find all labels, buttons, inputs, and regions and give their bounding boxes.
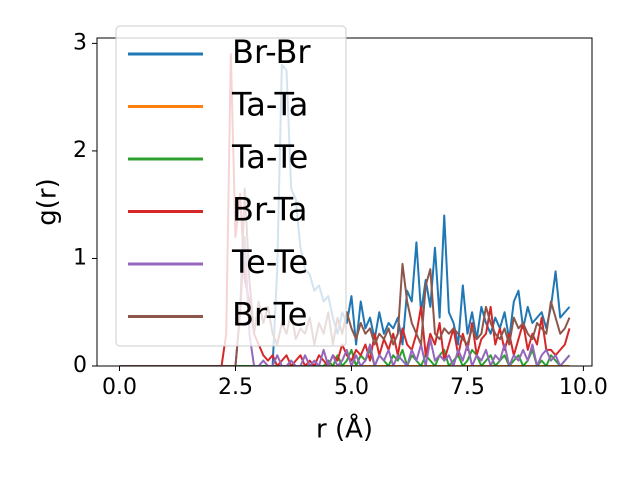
y-axis-label: g(r) [33,178,63,225]
legend-box [115,25,347,347]
x-tick-label: 10.0 [559,375,608,400]
y-tick-label: 0 [73,353,87,378]
y-tick-label: 3 [73,30,87,55]
x-axis-label: r (Å) [316,413,373,445]
x-tick-label: 7.5 [450,375,485,400]
x-tick-label: 2.5 [218,375,253,400]
x-tick-label: 5.0 [334,375,369,400]
series-line [119,348,571,366]
legend-label: Br-Ta [232,191,308,229]
legend-label: Te-Te [231,243,308,281]
legend: Br-Br Ta-Ta Ta-Te Br-Ta Te-Te Br-Te [115,25,347,347]
series-line [119,235,571,366]
legend-label: Ta-Te [231,138,308,176]
x-tick-label: 0.0 [102,375,137,400]
y-tick-label: 2 [73,138,87,163]
axes: 0.0 2.5 5.0 7.5 10.0 0 1 2 3 [73,30,608,400]
legend-label: Ta-Ta [231,86,308,124]
y-tick-label: 1 [73,245,87,270]
series-line [119,53,571,366]
legend-label: Br-Te [232,296,307,334]
legend-label: Br-Br [232,33,311,71]
